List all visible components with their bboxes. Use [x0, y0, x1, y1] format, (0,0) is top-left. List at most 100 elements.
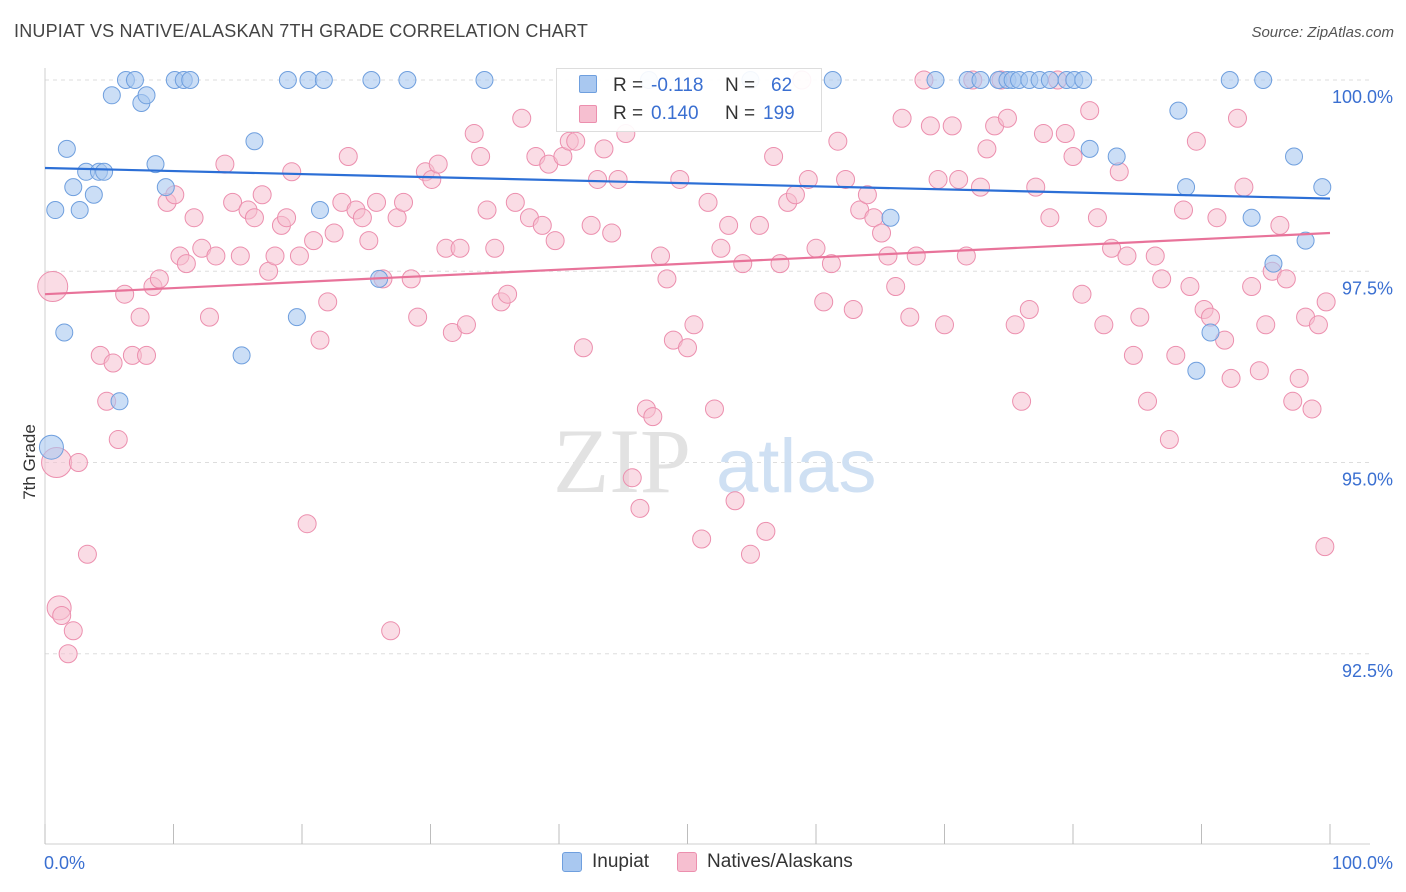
legend-item-natives[interactable]: Natives/Alaskans	[677, 851, 853, 873]
point-natives-alaskans	[338, 147, 358, 166]
point-natives-alaskans	[367, 192, 387, 212]
point-natives-alaskans	[464, 124, 484, 144]
point-inupiat	[137, 86, 156, 105]
y-tick-label: 95.0%	[1342, 470, 1393, 490]
point-natives-alaskans	[1159, 430, 1179, 450]
point-natives-alaskans	[1227, 108, 1247, 128]
point-natives-alaskans	[740, 544, 760, 564]
point-natives-alaskans	[770, 254, 790, 274]
point-natives-alaskans	[304, 231, 324, 251]
legend-n-value-natives: 199	[763, 103, 795, 124]
legend-swatch-inupiat	[562, 852, 582, 872]
point-inupiat	[1107, 147, 1126, 166]
point-natives-alaskans	[684, 315, 704, 335]
point-natives-alaskans	[977, 139, 997, 159]
point-natives-alaskans	[428, 154, 448, 174]
point-natives-alaskans	[1094, 315, 1114, 335]
point-natives-alaskans	[711, 238, 731, 258]
point-natives-alaskans	[1138, 391, 1158, 411]
point-natives-alaskans	[1283, 391, 1303, 411]
legend-item-inupiat[interactable]: Inupiat	[562, 851, 649, 873]
point-natives-alaskans	[920, 116, 940, 136]
point-natives-alaskans	[532, 215, 552, 235]
point-natives-alaskans	[1315, 537, 1335, 557]
point-inupiat	[156, 178, 175, 197]
y-tick-label: 92.5%	[1342, 661, 1393, 681]
point-natives-alaskans	[1123, 345, 1143, 365]
y-tick-label: 100.0%	[1332, 87, 1393, 107]
point-natives-alaskans	[878, 246, 898, 266]
point-natives-alaskans	[1249, 361, 1269, 381]
point-natives-alaskans	[798, 169, 818, 189]
point-inupiat	[55, 323, 74, 342]
point-inupiat	[245, 132, 264, 151]
point-natives-alaskans	[1087, 208, 1107, 228]
point-natives-alaskans	[892, 108, 912, 128]
point-inupiat	[232, 346, 251, 365]
point-natives-alaskans	[756, 521, 776, 541]
point-natives-alaskans	[1019, 300, 1039, 319]
point-natives-alaskans	[949, 169, 969, 189]
point-natives-alaskans	[670, 169, 690, 189]
point-natives-alaskans	[456, 315, 476, 335]
legend-r-label: R =	[613, 103, 644, 124]
point-natives-alaskans	[1270, 215, 1290, 235]
point-natives-alaskans	[477, 200, 497, 220]
point-natives-alaskans	[1234, 177, 1254, 197]
point-natives-alaskans	[630, 498, 650, 518]
point-natives-alaskans	[1130, 307, 1150, 327]
point-natives-alaskans	[265, 246, 285, 266]
point-natives-alaskans	[622, 468, 642, 488]
point-natives-alaskans	[1040, 208, 1060, 228]
point-natives-alaskans	[608, 169, 628, 189]
point-natives-alaskans	[1145, 246, 1165, 266]
legend-label-inupiat: Inupiat	[592, 851, 650, 872]
point-inupiat	[181, 71, 200, 89]
series-inupiat-points	[38, 71, 1332, 460]
point-natives-alaskans	[324, 223, 344, 243]
point-natives-alaskans	[725, 491, 745, 511]
point-natives-alaskans	[651, 246, 671, 266]
point-natives-alaskans	[184, 208, 204, 228]
trend-line-inupiat	[44, 166, 1331, 200]
legend-n-label: N =	[725, 103, 756, 124]
point-natives-alaskans	[318, 292, 338, 312]
point-natives-alaskans	[1166, 345, 1186, 365]
point-natives-alaskans	[277, 208, 297, 228]
point-natives-alaskans	[719, 215, 739, 235]
point-natives-alaskans	[230, 246, 250, 266]
point-natives-alaskans	[821, 254, 841, 274]
point-inupiat	[1296, 231, 1315, 250]
point-natives-alaskans	[310, 330, 330, 350]
legend-n-value-inupiat: 62	[771, 75, 793, 96]
point-natives-alaskans	[828, 131, 848, 151]
x-tick-label: 100.0%	[1332, 853, 1393, 873]
point-natives-alaskans	[566, 131, 586, 151]
point-inupiat	[823, 71, 842, 89]
point-natives-alaskans	[900, 307, 920, 327]
point-inupiat	[1169, 101, 1188, 120]
point-natives-alaskans	[698, 192, 718, 212]
legend-r-value-inupiat: -0.118	[651, 75, 704, 96]
chart-title: INUPIAT VS NATIVE/ALASKAN 7TH GRADE CORR…	[14, 21, 589, 41]
point-natives-alaskans	[643, 407, 663, 427]
point-natives-alaskans	[970, 177, 990, 197]
point-natives-alaskans	[678, 338, 697, 358]
point-natives-alaskans	[657, 269, 677, 289]
point-natives-alaskans	[77, 544, 97, 564]
point-natives-alaskans	[935, 315, 954, 335]
point-natives-alaskans	[1152, 269, 1172, 289]
point-inupiat	[70, 201, 89, 220]
point-natives-alaskans	[206, 246, 226, 266]
point-natives-alaskans	[1026, 177, 1046, 197]
point-inupiat	[1285, 147, 1304, 166]
point-natives-alaskans	[545, 231, 565, 251]
point-natives-alaskans	[588, 169, 608, 189]
point-natives-alaskans	[928, 169, 948, 189]
point-natives-alaskans	[297, 514, 317, 534]
point-inupiat	[926, 71, 945, 89]
point-natives-alaskans	[872, 223, 892, 243]
point-inupiat	[881, 208, 900, 227]
point-natives-alaskans	[814, 292, 834, 312]
point-natives-alaskans	[282, 162, 302, 182]
